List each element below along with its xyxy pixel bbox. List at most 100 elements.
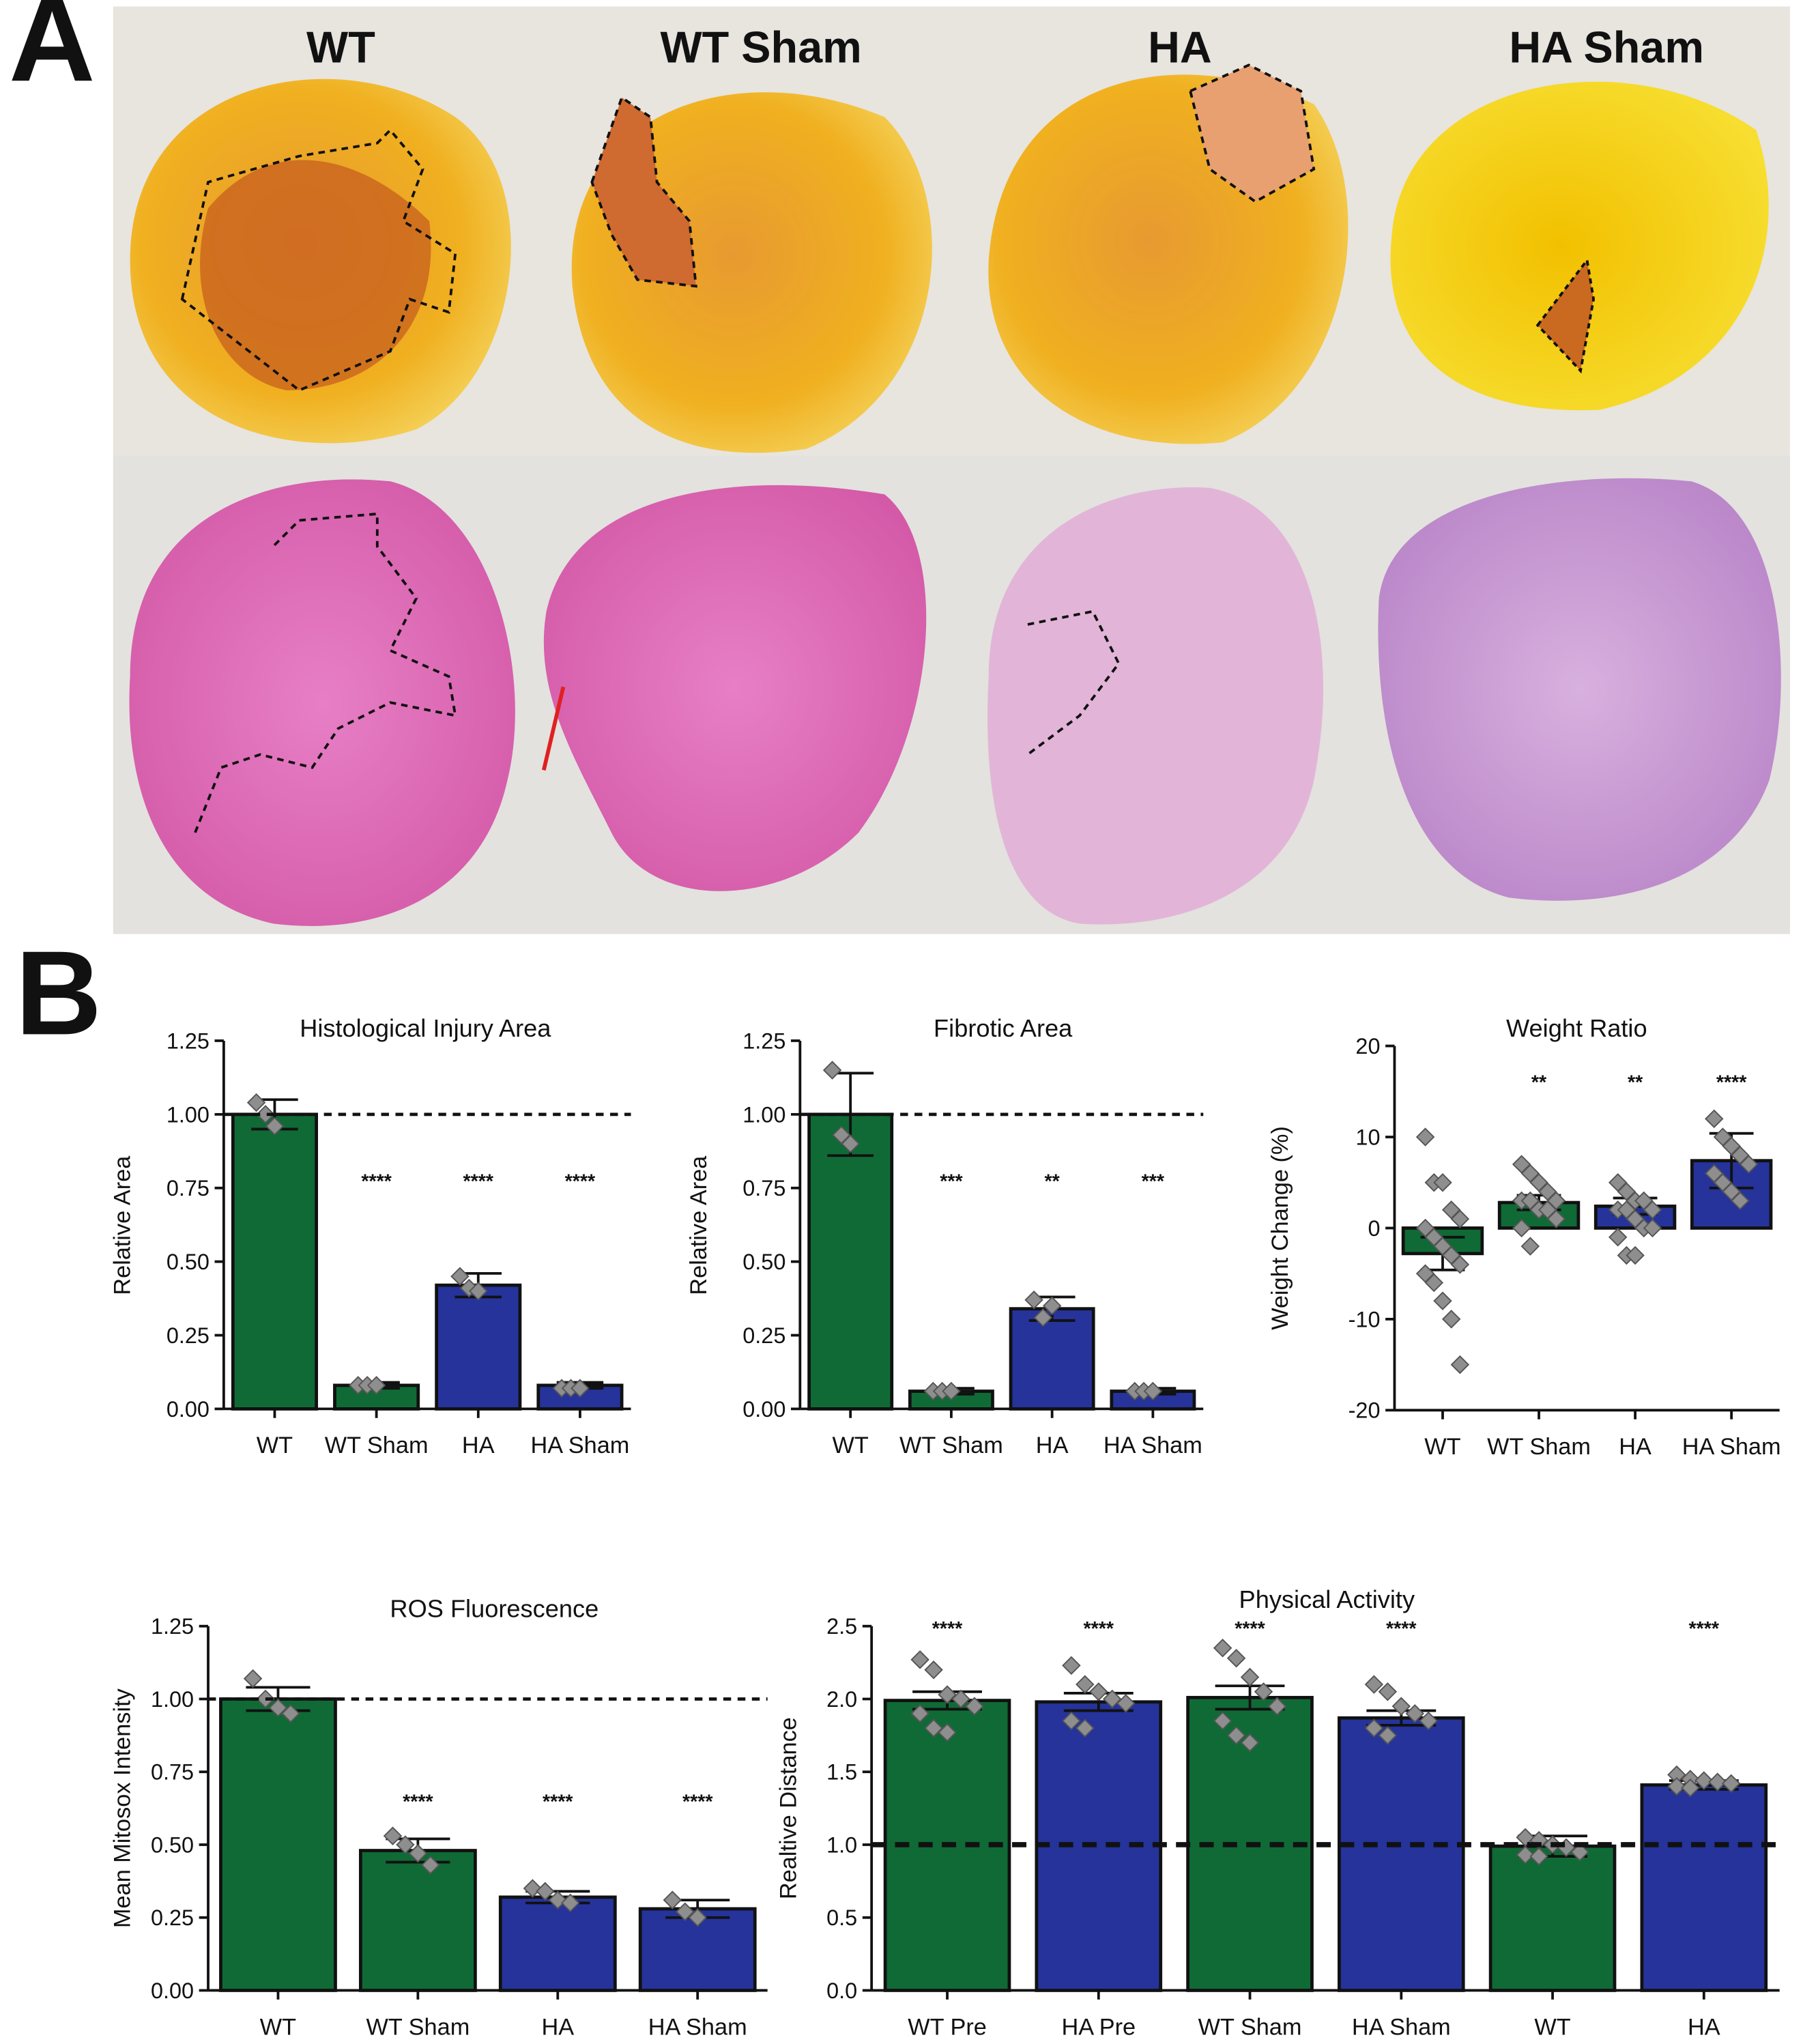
data-point xyxy=(938,1723,957,1742)
significance: **** xyxy=(682,1791,713,1813)
data-point xyxy=(1391,1697,1411,1716)
data-point xyxy=(408,1844,428,1863)
y-tick-label: 0.5 xyxy=(826,1905,857,1930)
data-point xyxy=(1529,1847,1548,1866)
dashed-outline xyxy=(194,512,457,833)
bar xyxy=(1640,1783,1768,1992)
data-point xyxy=(688,1908,707,1927)
y-axis-label: Weight Change (%) xyxy=(1267,1126,1293,1330)
x-tick-label: HA xyxy=(541,2014,574,2040)
data-point xyxy=(1450,1355,1470,1374)
data-point xyxy=(469,1282,488,1301)
bar xyxy=(807,1112,894,1411)
y-tick-label: 1.00 xyxy=(742,1102,785,1127)
chart-title: Physical Activity xyxy=(1239,1585,1415,1613)
significance: ** xyxy=(1045,1170,1061,1192)
photo-label: WT xyxy=(306,22,375,72)
data-point xyxy=(1667,1776,1686,1796)
data-point xyxy=(1721,1774,1741,1794)
x-tick-label: HA Sham xyxy=(1682,1434,1781,1460)
data-point xyxy=(1546,1209,1566,1228)
chart-title: Histological Injury Area xyxy=(300,1014,551,1042)
y-tick-label: 0.75 xyxy=(167,1176,210,1200)
data-point xyxy=(1042,1296,1062,1316)
photo-label: HA Sham xyxy=(1509,22,1704,72)
y-axis-label: Mean Mitosox Intensity xyxy=(110,1688,136,1928)
panel-label: B xyxy=(15,926,102,1060)
data-point xyxy=(243,1669,263,1688)
data-point xyxy=(822,1061,842,1080)
x-tick-label: WT Sham xyxy=(1198,2014,1302,2040)
bar xyxy=(1488,1844,1617,1992)
data-point xyxy=(1213,1639,1232,1658)
data-point xyxy=(560,1893,580,1913)
x-tick-label: WT xyxy=(833,1433,869,1458)
bar xyxy=(498,1895,617,1992)
data-point xyxy=(1240,1667,1260,1687)
x-tick-label: WT Sham xyxy=(899,1433,1003,1458)
data-point xyxy=(1520,1237,1540,1256)
data-point xyxy=(1089,1682,1108,1701)
x-tick-label: WT Sham xyxy=(366,2014,470,2040)
dashed-outline xyxy=(180,128,457,392)
data-point xyxy=(1103,1689,1122,1709)
y-tick-label: 0.50 xyxy=(742,1250,785,1274)
data-point xyxy=(536,1882,555,1901)
infarct-area xyxy=(200,160,431,390)
chart: ROS Fluorescence Mean Mitosox Intensity 0.… xyxy=(110,1594,768,2040)
chart-title: Fibrotic Area xyxy=(934,1014,1073,1042)
data-point xyxy=(1076,1675,1095,1694)
y-tick-label: 0.0 xyxy=(826,1978,857,2003)
data-point xyxy=(1405,1704,1424,1723)
x-tick-label: HA Pre xyxy=(1061,2014,1136,2040)
photo-label: WT Sham xyxy=(661,22,862,72)
y-tick-label: 0.25 xyxy=(151,1905,194,1930)
y-tick-label: 1.00 xyxy=(151,1687,194,1712)
histology-section xyxy=(129,479,515,926)
y-axis-label: Relative Area xyxy=(110,1155,136,1295)
y-tick-label: 1.00 xyxy=(167,1102,210,1127)
x-tick-label: HA Sham xyxy=(1104,1433,1202,1458)
dashed-outline xyxy=(1026,609,1121,756)
y-tick-label: 0.25 xyxy=(742,1323,785,1348)
x-tick-label: WT xyxy=(257,1433,293,1458)
data-point xyxy=(1076,1718,1095,1738)
bar xyxy=(219,1697,337,1992)
data-point xyxy=(1433,1172,1452,1192)
data-point xyxy=(938,1685,957,1704)
x-tick-label: WT xyxy=(1424,1434,1460,1460)
y-tick-label: 0 xyxy=(1368,1216,1380,1241)
y-tick-label: 0.25 xyxy=(167,1323,210,1348)
significance: **** xyxy=(1716,1071,1747,1093)
data-point xyxy=(1240,1733,1260,1753)
data-point xyxy=(1731,1191,1750,1211)
data-point xyxy=(265,1117,285,1136)
dashed-outline xyxy=(1535,257,1596,374)
data-point xyxy=(1694,1771,1714,1790)
photo-label: HA xyxy=(1148,22,1212,72)
chart-title: Weight Ratio xyxy=(1506,1014,1647,1042)
data-point xyxy=(1226,1648,1246,1668)
dashed-outline xyxy=(590,95,697,288)
bar xyxy=(435,1283,522,1411)
data-point xyxy=(383,1826,403,1845)
significance: *** xyxy=(940,1170,963,1192)
data-point xyxy=(1378,1682,1398,1701)
data-point xyxy=(1267,1697,1287,1716)
data-point xyxy=(396,1835,415,1854)
data-point xyxy=(1419,1711,1438,1731)
bar xyxy=(231,1112,318,1411)
data-point xyxy=(1516,1845,1535,1865)
data-point xyxy=(1450,1255,1470,1274)
y-tick-label: 0.50 xyxy=(167,1250,210,1274)
chart: Physical Activity Realtive Distance 0.0 0.5… xyxy=(776,1585,1780,2040)
data-point xyxy=(1441,1310,1461,1329)
data-point xyxy=(1116,1694,1136,1713)
significance: **** xyxy=(1386,1618,1417,1640)
y-tick-label: 0.00 xyxy=(167,1397,210,1422)
arrow xyxy=(542,686,566,771)
significance: ** xyxy=(1531,1071,1547,1093)
data-point xyxy=(256,1105,275,1124)
data-point xyxy=(965,1697,984,1716)
